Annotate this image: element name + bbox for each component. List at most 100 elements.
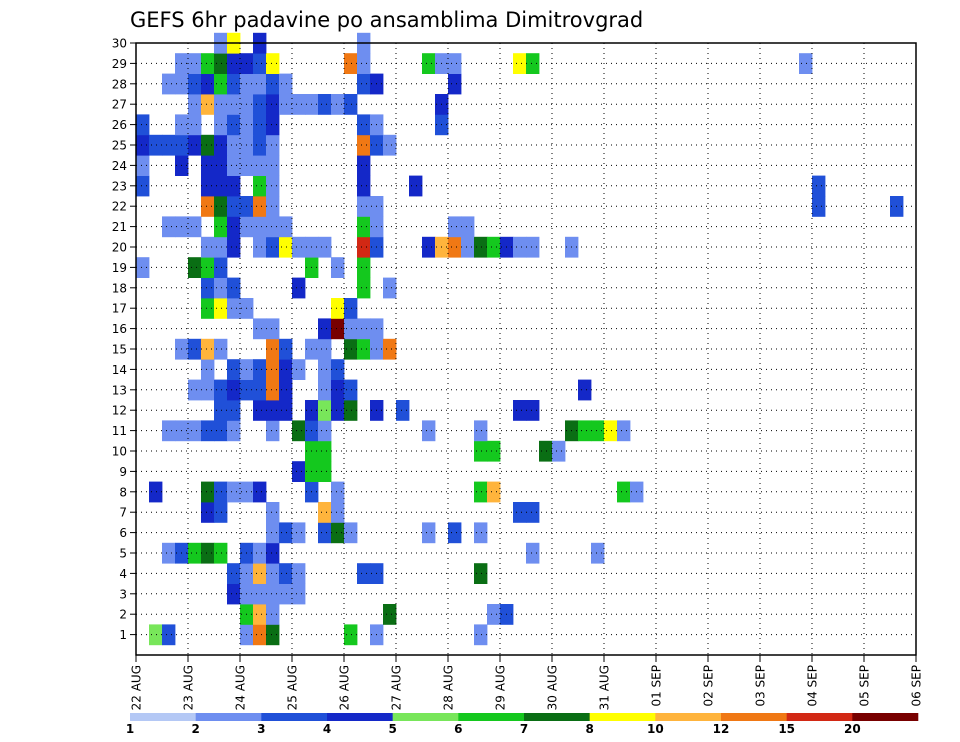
heatmap-cell [214,542,228,564]
y-tick-label: 29 [112,57,127,71]
gridlines [136,42,916,655]
heatmap-cell [396,400,410,421]
heatmap-cell [214,481,228,503]
heatmap-cell [188,257,202,278]
heatmap-cell [266,134,280,156]
heatmap-cell [227,481,241,503]
heatmap-cell [279,73,293,95]
heatmap-cell [214,175,228,197]
heatmap-cell [526,400,540,421]
heatmap-cell [448,216,462,238]
heatmap-cell [253,542,267,564]
heatmap-cell [318,502,332,523]
heatmap-cell [266,175,280,197]
heatmap-cell [188,420,202,442]
heatmap-cell [383,277,397,299]
heatmap-cell [227,400,241,421]
heatmap-cell [253,583,267,605]
heatmap-cell [214,114,228,136]
heatmap-cell [591,420,605,442]
heatmap-cell [279,563,293,584]
heatmap-cell [474,624,488,646]
heatmap-cell [448,236,462,258]
heatmap-cell [214,379,228,401]
heatmap-cell [578,420,592,442]
heatmap-cell [201,502,215,523]
heatmap-cell [318,522,332,544]
heatmap-cell [331,379,345,401]
heatmap-cell [214,94,228,115]
x-tick-label: 25 AUG [286,665,300,710]
colorbar-swatch [392,713,459,721]
heatmap-cell [266,338,280,360]
y-tick-label: 15 [112,343,127,357]
heatmap-cell [227,583,241,605]
heatmap-cell [201,257,215,278]
colorbar-label: 2 [191,722,199,736]
heatmap-cell [474,440,488,462]
heatmap-cell [357,216,371,238]
heatmap-cell [188,53,202,74]
colorbar-label: 5 [388,722,396,736]
y-tick-label: 21 [112,220,127,234]
colorbar-swatch [458,713,525,721]
heatmap-cell [214,236,228,258]
heatmap-cell [201,175,215,197]
heatmap-cell [292,420,306,442]
heatmap-cell [292,461,306,482]
colorbar-label: 6 [454,722,462,736]
heatmap-cell [474,236,488,258]
heatmap-cell [253,134,267,156]
heatmap-cell [227,236,241,258]
heatmap-cell [487,481,501,503]
heatmap-cell [331,318,345,340]
y-tick-label: 20 [112,241,127,255]
heatmap-cell [136,155,150,176]
heatmap-cell [812,175,826,197]
heatmap-cell [292,277,306,299]
heatmap-cell [253,359,267,380]
x-tick-label: 28 AUG [442,665,456,710]
heatmap-cell [318,94,332,115]
y-tick-label: 4 [119,567,127,581]
heatmap-cell [149,481,163,503]
y-tick-label: 1 [119,628,127,642]
heatmap-cell [266,522,280,544]
heatmap-cell [448,73,462,95]
heatmap-cell [266,114,280,136]
heatmap-cell [331,359,345,380]
colorbar-label: 15 [778,722,795,736]
heatmap-cell [188,216,202,238]
heatmap-cell [214,257,228,278]
y-tick-label: 19 [112,261,127,275]
heatmap-cell [136,114,150,136]
x-tick-label: 26 AUG [338,665,352,710]
heatmap-cell [253,236,267,258]
y-tick-label: 22 [112,200,127,214]
heatmap-cell [461,236,475,258]
y-tick-label: 17 [112,302,127,316]
heatmap-cell [214,216,228,238]
y-tick-label: 28 [112,77,127,91]
heatmap-cell [214,502,228,523]
heatmap-cell [799,53,813,74]
heatmap-cell [162,542,176,564]
heatmap-cell [279,379,293,401]
heatmap-cell [214,338,228,360]
heatmap-cell [227,175,241,197]
heatmap-cell [253,400,267,421]
heatmap-cell [227,94,241,115]
heatmap-cell [344,53,358,74]
heatmap-cell [526,53,540,74]
y-tick-label: 3 [119,587,127,601]
heatmap-cell [357,338,371,360]
heatmap-cell [201,481,215,503]
heatmap-cell [422,236,436,258]
heatmap-cell [357,236,371,258]
heatmap-cell [266,155,280,176]
heatmap-cell [279,583,293,605]
heatmap-cell [318,440,332,462]
heatmap-cell [357,257,371,278]
heatmap-cell [292,359,306,380]
heatmap-cell [266,94,280,115]
